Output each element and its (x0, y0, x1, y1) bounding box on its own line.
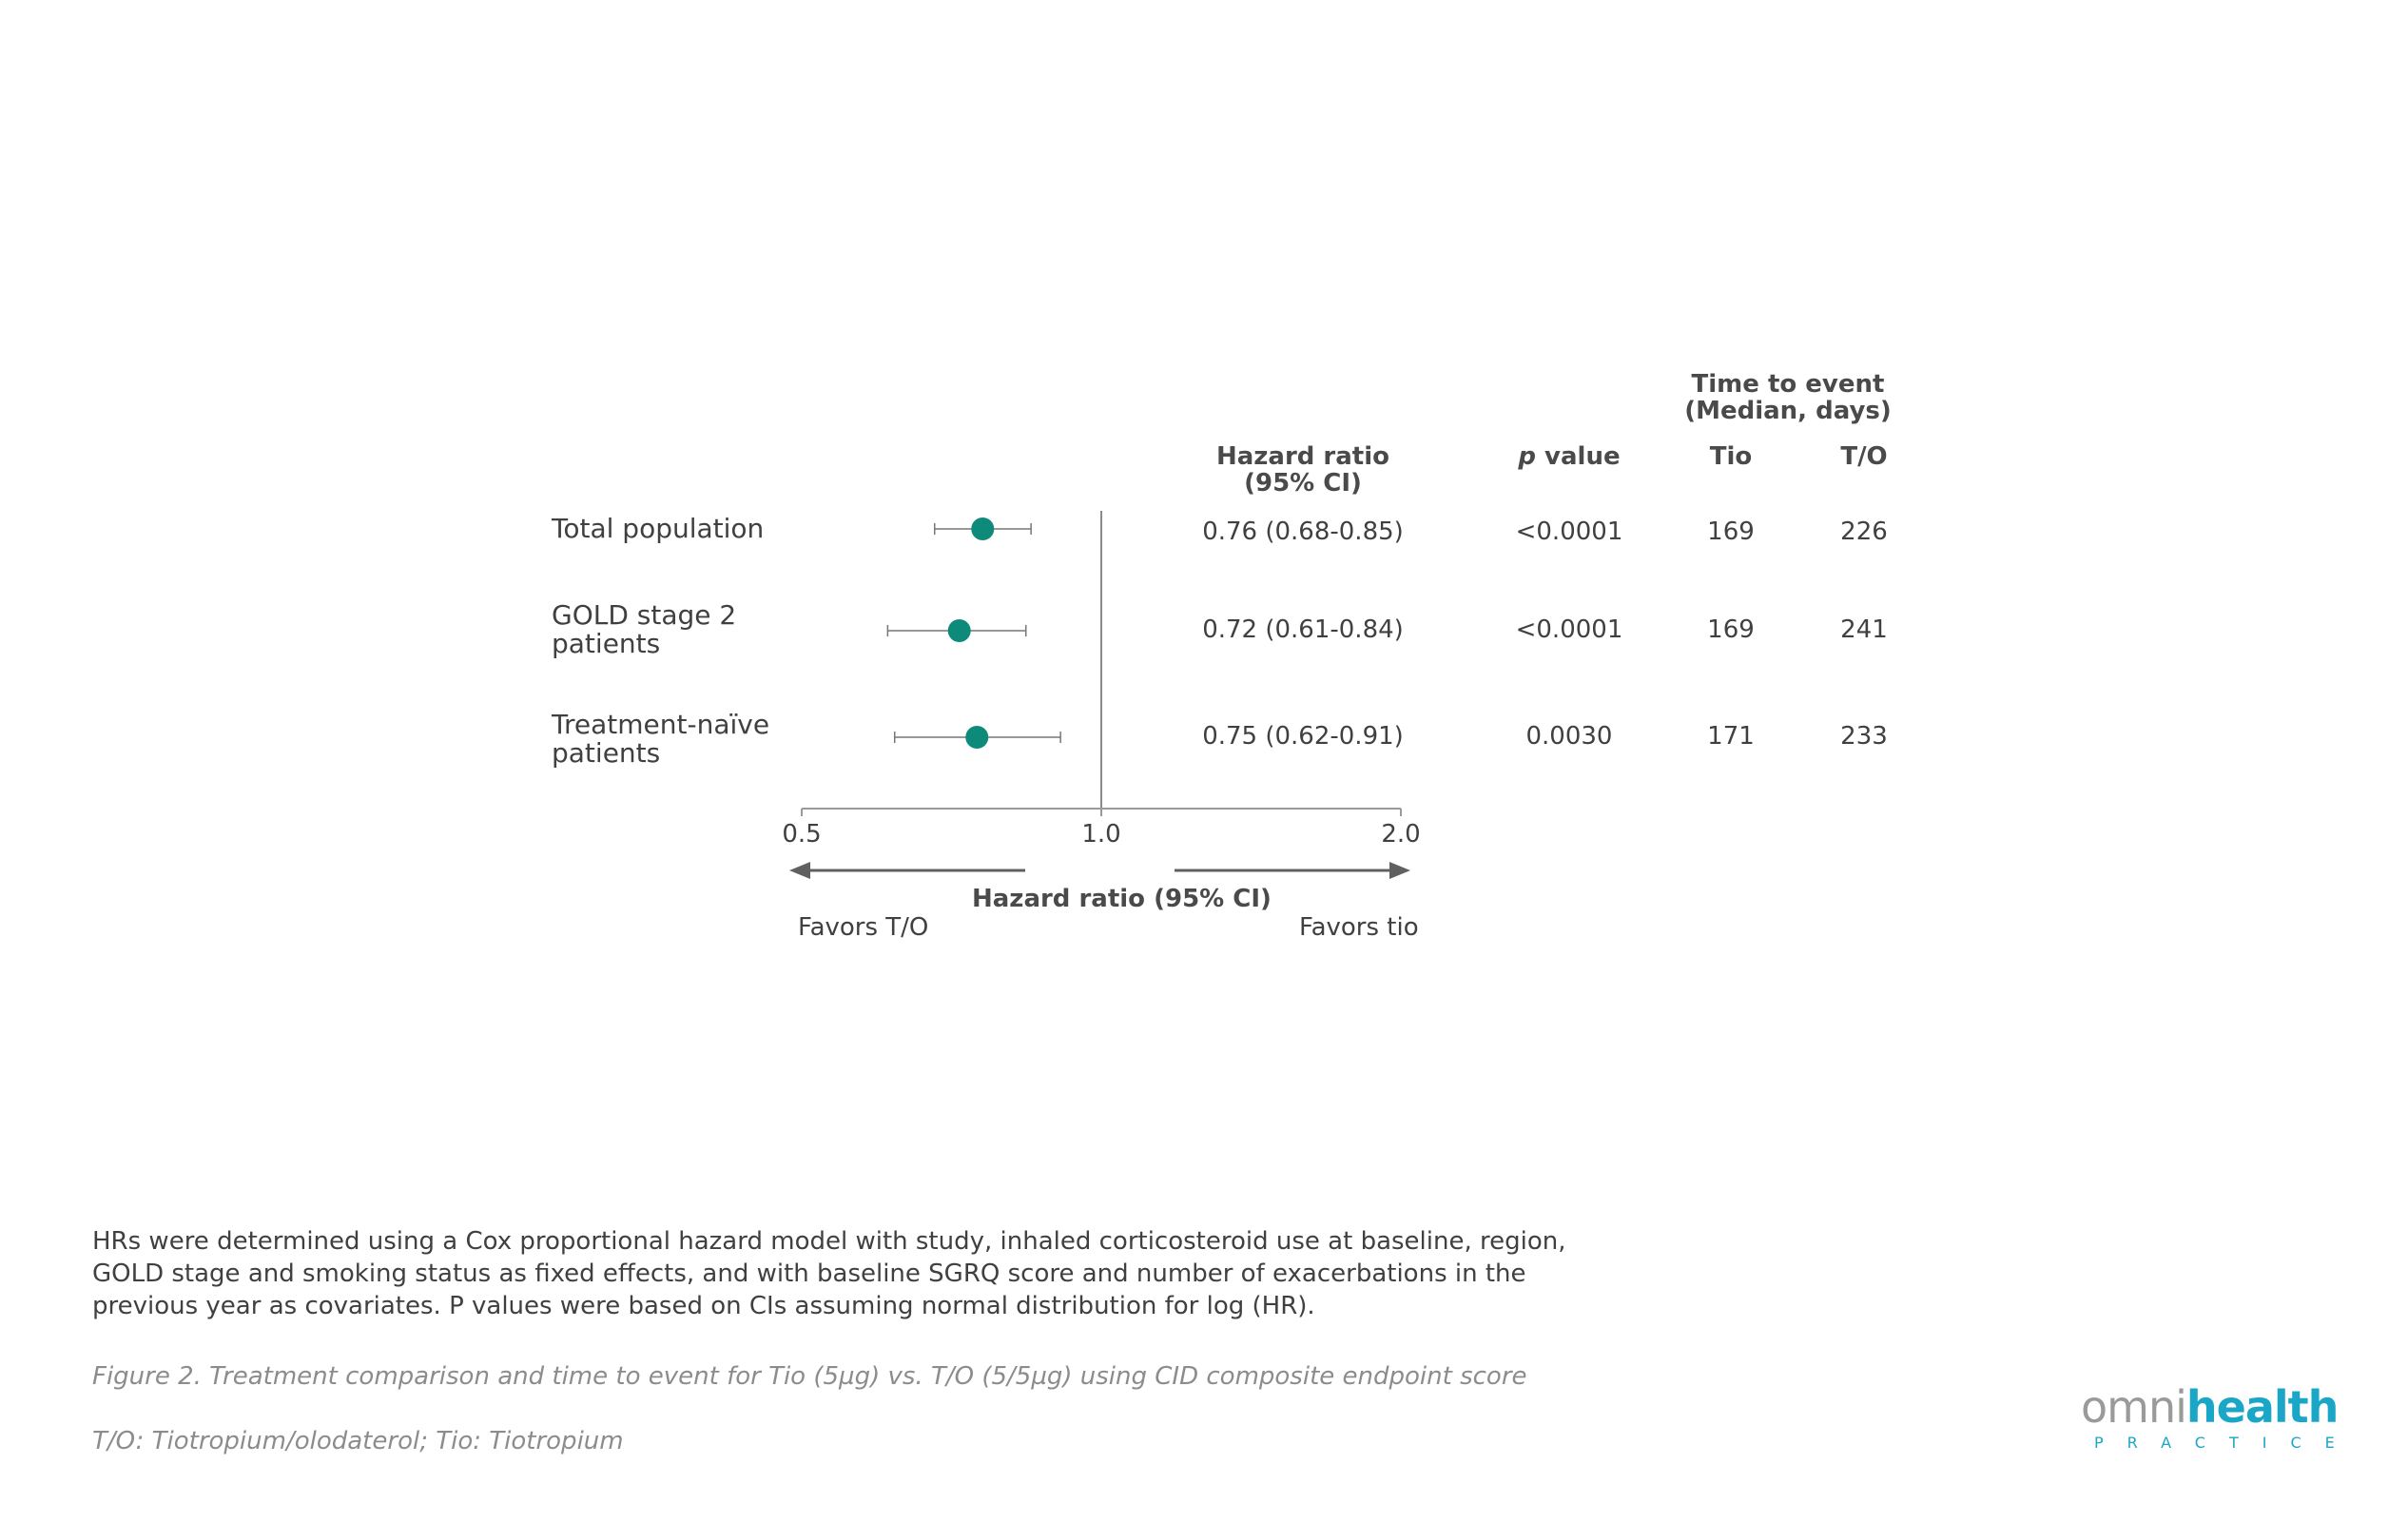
x-axis-title: Hazard ratio (95% CI) (972, 885, 1272, 913)
row-label-line1: Total population (552, 513, 765, 544)
to-value-row-3: 233 (1840, 722, 1888, 751)
omnihealth-logo: omnihealth PRACTICE (2081, 1384, 2343, 1452)
p-value-row-1: <0.0001 (1515, 517, 1623, 546)
favors-left-label: Favors T/O (798, 913, 929, 942)
hr-point-row-1 (971, 517, 995, 540)
favors-left-arrow-head (789, 862, 810, 879)
x-tick-label-2.0: 2.0 (1381, 820, 1421, 849)
tio-header: Tio (1674, 443, 1788, 470)
row-label-treatment-naive: Treatment-naïve patients (552, 711, 769, 768)
to-value-row-2: 241 (1840, 615, 1888, 644)
row-label-line2: patients (552, 737, 661, 769)
to-header-label: T/O (1840, 442, 1888, 471)
hazard-ratio-header-line2: (95% CI) (1244, 469, 1362, 498)
p-value-row-3: 0.0030 (1525, 722, 1613, 751)
hr-point-row-3 (965, 726, 989, 749)
tio-value-row-3: 171 (1707, 722, 1755, 751)
methods-footnote: HRs were determined using a Cox proporti… (92, 1227, 1566, 1320)
favors-right-arrow-head (1389, 862, 1410, 879)
to-header: T/O (1807, 443, 1921, 470)
favors-right-label: Favors tio (1299, 913, 1419, 942)
hr-value-row-2: 0.72 (0.61-0.84) (1202, 615, 1404, 644)
to-value-row-1: 226 (1840, 517, 1888, 546)
p-value-header-rest: value (1536, 442, 1621, 471)
hr-point-row-2 (947, 619, 971, 642)
time-to-event-header-line2: (Median, days) (1684, 397, 1892, 425)
hr-value-row-1: 0.76 (0.68-0.85) (1202, 517, 1404, 546)
row-label-line1: GOLD stage 2 (552, 599, 737, 631)
row-label-total-population: Total population (552, 515, 764, 543)
row-label-line1: Treatment-naïve (552, 709, 770, 740)
x-tick-label-0.5: 0.5 (782, 820, 822, 849)
hazard-ratio-header-line1: Hazard ratio (1215, 442, 1390, 471)
tio-value-row-2: 169 (1707, 615, 1755, 644)
row-label-gold-stage-2: GOLD stage 2 patients (552, 601, 736, 658)
logo-text-omni: omni (2081, 1381, 2187, 1433)
logo-subtitle: PRACTICE (2094, 1434, 2359, 1452)
figure-caption: Figure 2. Treatment comparison and time … (92, 1362, 1527, 1391)
tio-value-row-1: 169 (1707, 517, 1755, 546)
tio-header-label: Tio (1709, 442, 1753, 471)
hazard-ratio-header: Hazard ratio (95% CI) (1151, 443, 1455, 497)
abbreviations-note: T/O: Tiotropium/olodaterol; Tio: Tiotrop… (92, 1427, 624, 1455)
p-value-header: p value (1484, 443, 1655, 470)
p-value-header-italic: p (1518, 442, 1536, 471)
p-value-row-2: <0.0001 (1515, 615, 1623, 644)
time-to-event-header: Time to event (Median, days) (1636, 371, 1940, 424)
row-label-line2: patients (552, 628, 661, 659)
time-to-event-header-line1: Time to event (1691, 370, 1885, 399)
x-tick-label-1.0: 1.0 (1081, 820, 1121, 849)
hr-value-row-3: 0.75 (0.62-0.91) (1202, 722, 1404, 751)
logo-text-health: health (2185, 1381, 2339, 1433)
